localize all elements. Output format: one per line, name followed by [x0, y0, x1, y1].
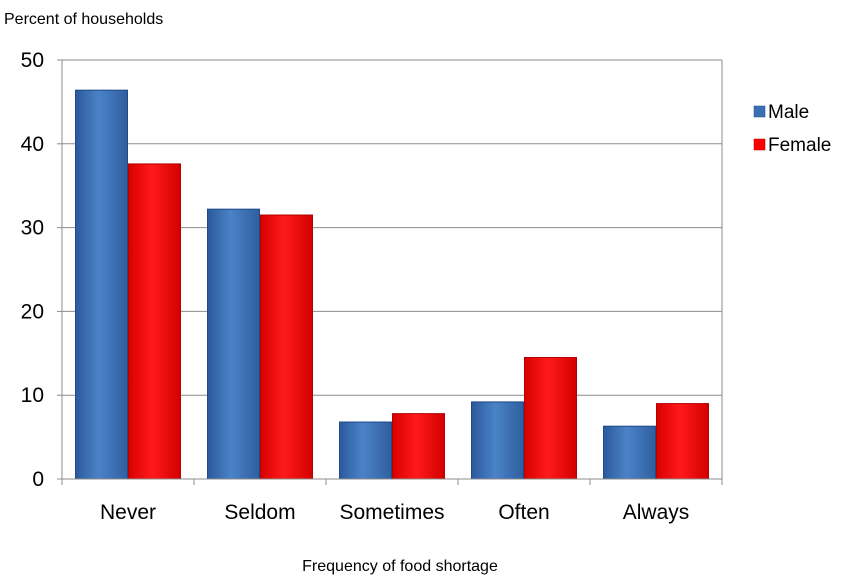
x-axis-title: Frequency of food shortage [302, 558, 498, 575]
bar-female-seldom [260, 214, 313, 480]
y-tick-label: 10 [21, 384, 44, 407]
bar-female-often [524, 356, 577, 480]
y-axis-title: Percent of households [4, 11, 163, 28]
y-tick-label: 40 [21, 133, 44, 156]
bar-male-always [603, 425, 656, 480]
bar-female-never [128, 163, 181, 480]
y-tick-label: 50 [21, 49, 44, 72]
y-tick-labels: 0 10 20 30 40 50 [21, 49, 44, 491]
bar-male-sometimes [339, 421, 392, 480]
legend-label-male: Male [768, 102, 809, 123]
x-tick-label: Always [623, 501, 690, 524]
bar-male-seldom [207, 208, 260, 480]
y-tick-label: 30 [21, 217, 44, 240]
x-tick-label: Often [498, 501, 549, 524]
y-tick-label: 0 [32, 468, 44, 491]
y-tick-label: 20 [21, 300, 44, 323]
x-tick-label: Seldom [224, 501, 295, 524]
bar-male-often [471, 401, 524, 480]
x-tick-label: Never [100, 501, 156, 524]
bar-female-always [656, 403, 709, 480]
bars [75, 89, 709, 480]
x-tick-labels: Never Seldom Sometimes Often Always [100, 501, 689, 524]
legend-swatch-male [753, 105, 766, 118]
bar-male-never [75, 89, 128, 480]
x-tick-label: Sometimes [339, 501, 444, 524]
axes [61, 60, 723, 485]
legend-label-female: Female [768, 135, 831, 156]
bar-female-sometimes [392, 413, 445, 480]
legend-swatch-female [753, 138, 766, 151]
legend: Male Female [753, 102, 831, 156]
